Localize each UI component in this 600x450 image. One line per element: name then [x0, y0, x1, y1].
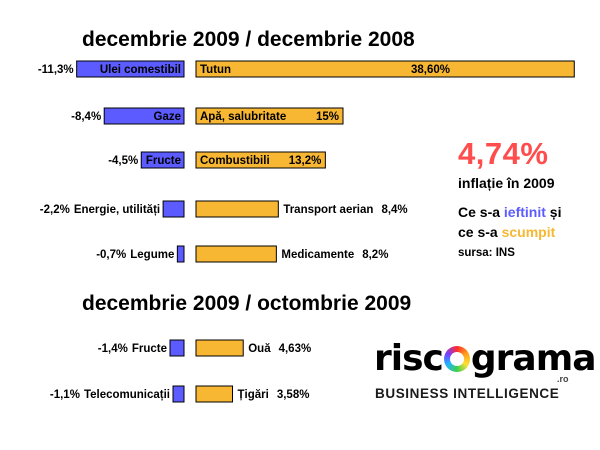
- pricier-value-label: 38,60%: [411, 64, 450, 76]
- cheaper-label: Ulei comestibil: [100, 64, 181, 76]
- legend-text: și: [545, 204, 562, 220]
- pricier-bar: [195, 200, 279, 218]
- pricier-value-label: 13,2%: [289, 155, 322, 167]
- cheaper-label: Fructe: [132, 343, 167, 355]
- pricier-bar: [195, 151, 326, 169]
- cheaper-label: Energie, utilități: [74, 204, 160, 216]
- legend-line-cheaper: Ce s-a ieftinit și: [458, 204, 562, 220]
- legend-text: Ce s-a: [458, 204, 504, 220]
- pricier-bar: [195, 107, 344, 125]
- cheaper-bar: [103, 107, 185, 125]
- pricier-bar: [195, 60, 575, 78]
- pricier-label: Medicamente: [281, 249, 354, 261]
- cheaper-bar: [169, 339, 185, 357]
- pricier-value-label: 8,4%: [381, 204, 407, 216]
- legend-pricier-word: scumpit: [501, 224, 556, 240]
- legend-text: ce s-a: [458, 224, 502, 240]
- cheaper-value-label: -8,4%: [71, 111, 101, 123]
- legend-cheaper-word: ieftinit: [503, 204, 546, 220]
- cheaper-label: Telecomunicații: [84, 389, 170, 401]
- pricier-bar: [195, 385, 234, 403]
- pricier-value-label: 15%: [316, 111, 339, 123]
- inflation-label: inflație în 2009: [458, 175, 555, 191]
- pricier-label: Ouă: [248, 343, 271, 355]
- pricier-bar: [195, 339, 244, 357]
- cheaper-label: Gaze: [154, 111, 182, 123]
- pricier-label: Tutun: [200, 64, 231, 76]
- cheaper-value-label: -1,1%: [50, 389, 80, 401]
- legend-line-pricier: ce s-a scumpit: [458, 224, 555, 240]
- logo-word-left: risc: [374, 338, 444, 379]
- pricier-bar: [195, 245, 277, 263]
- cheaper-value-label: -4,5%: [108, 155, 138, 167]
- cheaper-value-label: -1,4%: [98, 343, 128, 355]
- cheaper-value-label: -0,7%: [96, 249, 126, 261]
- inflation-value: 4,74%: [458, 136, 549, 171]
- chart-title: decembrie 2009 / octombrie 2009: [82, 292, 411, 315]
- logo-tagline: BUSINESS INTELLIGENCE: [375, 386, 560, 401]
- source-note: sursa: INS: [458, 247, 515, 259]
- pricier-label: Combustibili: [200, 155, 270, 167]
- riscograma-logo: risc grama .ro BUSINESS INTELLIGENCE: [374, 338, 596, 404]
- logo-domain: .ro: [557, 374, 569, 384]
- pricier-label: Apă, salubritate: [200, 111, 286, 123]
- logo-word-right: grama: [470, 338, 597, 379]
- pricier-value-label: 3,58%: [277, 389, 310, 401]
- pricier-label: Transport aerian: [283, 204, 373, 216]
- cheaper-bar: [172, 385, 185, 403]
- cheaper-bar: [176, 245, 185, 263]
- pricier-value-label: 4,63%: [279, 343, 312, 355]
- cheaper-label: Fructe: [146, 155, 181, 167]
- cheaper-value-label: -2,2%: [40, 204, 70, 216]
- cheaper-bar: [162, 200, 185, 218]
- logo-ring-icon: [444, 346, 470, 372]
- cheaper-label: Legume: [130, 249, 174, 261]
- cheaper-bar: [140, 151, 185, 169]
- pricier-value-label: 8,2%: [362, 249, 388, 261]
- chart-title: decembrie 2009 / decembrie 2008: [82, 28, 415, 51]
- pricier-label: Țigări: [238, 389, 269, 401]
- cheaper-bar: [76, 60, 185, 78]
- logo-wordmark: risc grama: [374, 338, 596, 379]
- cheaper-value-label: -11,3%: [38, 64, 74, 76]
